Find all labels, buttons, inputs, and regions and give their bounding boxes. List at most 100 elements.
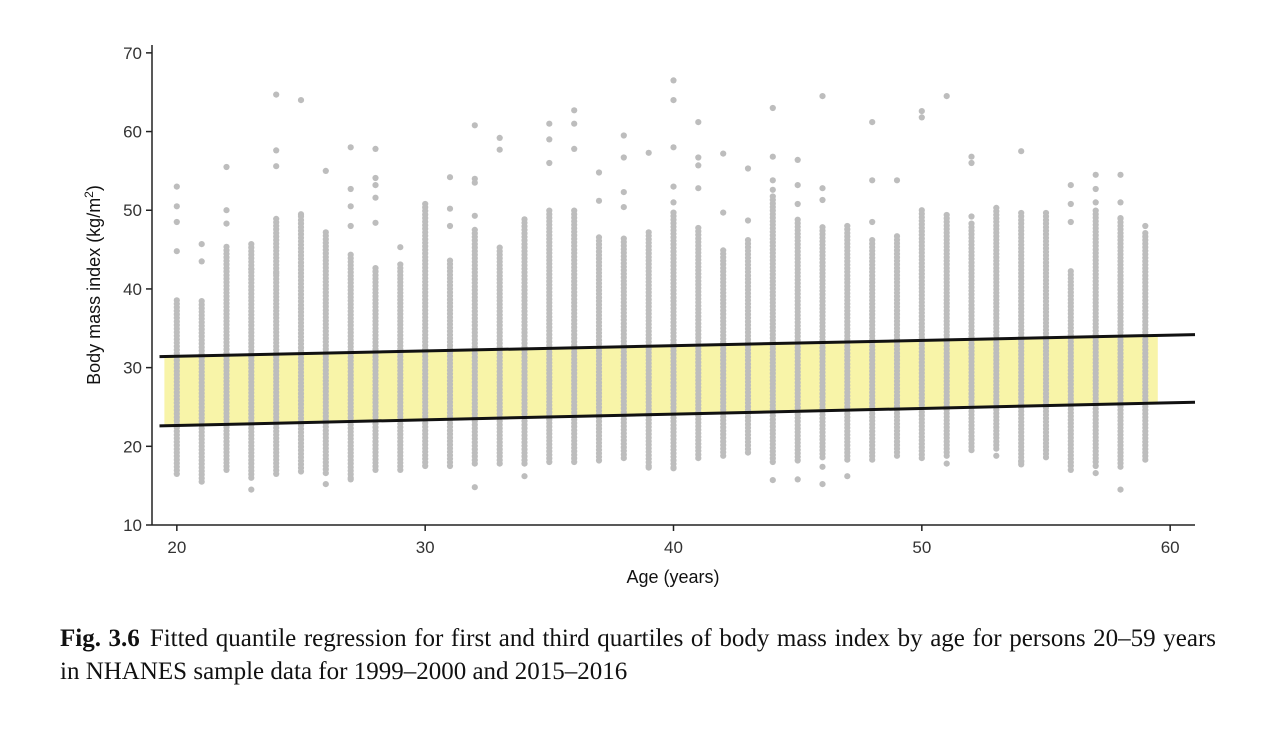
- data-point-outlier: [695, 119, 702, 126]
- data-point-outlier: [223, 207, 230, 214]
- interquartile-band: [164, 335, 1158, 426]
- data-point-outlier: [347, 144, 354, 151]
- data-point-outlier: [1092, 462, 1099, 470]
- data-point-outlier: [446, 174, 454, 181]
- data-point: [248, 241, 255, 248]
- data-point-outlier: [1117, 199, 1124, 206]
- data-point-outlier: [571, 120, 578, 127]
- data-point: [968, 220, 975, 227]
- data-point: [695, 224, 702, 232]
- data-point-outlier: [471, 122, 478, 129]
- y-tick-label: 10: [123, 516, 142, 535]
- data-point-outlier: [1092, 171, 1099, 178]
- data-point-outlier: [1067, 182, 1074, 189]
- data-point: [893, 233, 901, 240]
- data-point: [496, 244, 503, 251]
- data-point-outlier: [471, 484, 478, 491]
- y-tick-label: 60: [123, 123, 142, 142]
- data-point-outlier: [173, 183, 180, 190]
- data-point-outlier: [546, 136, 553, 143]
- data-point-outlier: [372, 219, 379, 226]
- data-point-outlier: [372, 194, 379, 201]
- data-point-outlier: [273, 91, 280, 98]
- data-point-outlier: [372, 145, 379, 152]
- data-point-outlier: [1142, 222, 1149, 230]
- first-quartile-line: [159, 400, 1196, 428]
- data-point-outlier: [546, 159, 553, 167]
- data-point-outlier: [372, 182, 379, 189]
- data-point-outlier: [620, 204, 627, 211]
- data-point-outlier: [297, 211, 305, 218]
- data-point: [844, 222, 851, 230]
- data-point-outlier: [471, 179, 478, 186]
- data-point-outlier: [347, 185, 354, 193]
- data-point-outlier: [1067, 466, 1074, 473]
- data-point-outlier: [769, 104, 776, 112]
- data-point-outlier: [322, 481, 329, 488]
- data-point: [273, 215, 280, 222]
- data-point-outlier: [1067, 200, 1074, 208]
- data-point-outlier: [819, 93, 826, 100]
- data-point-outlier: [347, 476, 354, 483]
- data-point-outlier: [869, 177, 876, 184]
- axes: 10 20 30 40 50 60 70 20 30 40 50 60: [123, 44, 1195, 557]
- data-point: [372, 265, 379, 272]
- data-point-outlier: [620, 189, 627, 196]
- data-point-outlier: [918, 114, 925, 121]
- data-point-outlier: [968, 159, 975, 167]
- data-point-outlier: [819, 185, 826, 192]
- data-point-outlier: [297, 97, 305, 104]
- data-point: [769, 193, 776, 200]
- data-point-outlier: [1092, 199, 1099, 206]
- scatter-points: [173, 77, 1149, 493]
- chart: 10 20 30 40 50 60 70 20 30 40 50 60 Age (years) Bod…: [82, 44, 1196, 587]
- data-point-outlier: [943, 93, 950, 100]
- data-point: [670, 209, 677, 216]
- y-axis-title: Body mass index (kg/m2): [82, 185, 104, 385]
- data-point: [794, 216, 801, 223]
- data-point-outlier: [173, 218, 180, 226]
- data-point: [173, 297, 180, 304]
- data-point-outlier: [819, 481, 826, 488]
- data-point-outlier: [744, 165, 752, 172]
- x-tick-label: 40: [664, 538, 683, 557]
- data-point-outlier: [670, 199, 677, 206]
- x-tick-label: 30: [416, 538, 435, 557]
- data-point-outlier: [1117, 171, 1124, 178]
- data-point-outlier: [670, 97, 677, 104]
- y-tick-label: 70: [123, 44, 142, 63]
- data-point-outlier: [223, 163, 230, 171]
- data-point-outlier: [670, 77, 677, 84]
- data-point: [720, 247, 727, 254]
- data-point-outlier: [571, 107, 578, 114]
- data-point-outlier: [794, 182, 801, 189]
- data-point: [744, 237, 752, 244]
- data-point-outlier: [645, 464, 652, 471]
- data-point-outlier: [1092, 470, 1099, 477]
- data-point-outlier: [695, 185, 702, 192]
- data-point: [446, 257, 454, 264]
- data-point-outlier: [869, 218, 876, 226]
- data-point: [471, 226, 478, 233]
- data-point-outlier: [1092, 185, 1099, 193]
- data-point: [943, 211, 950, 219]
- y-tick-label: 40: [123, 280, 142, 299]
- data-point-outlier: [943, 460, 950, 467]
- data-point-outlier: [595, 169, 603, 176]
- x-tick-label: 50: [912, 538, 931, 557]
- data-point-outlier: [1018, 148, 1025, 155]
- data-point-outlier: [769, 177, 776, 184]
- data-point-outlier: [248, 266, 255, 273]
- data-point: [546, 207, 553, 214]
- data-point-outlier: [322, 167, 329, 174]
- y-tick-label: 50: [123, 201, 142, 220]
- data-point-outlier: [993, 452, 1000, 459]
- data-point-outlier: [819, 463, 826, 470]
- data-point-outlier: [968, 213, 975, 220]
- data-point-outlier: [471, 212, 478, 219]
- data-point-outlier: [620, 132, 627, 139]
- data-point-outlier: [1018, 458, 1025, 466]
- data-point: [1018, 209, 1025, 217]
- data-point-outlier: [769, 153, 776, 160]
- data-point: [595, 234, 603, 241]
